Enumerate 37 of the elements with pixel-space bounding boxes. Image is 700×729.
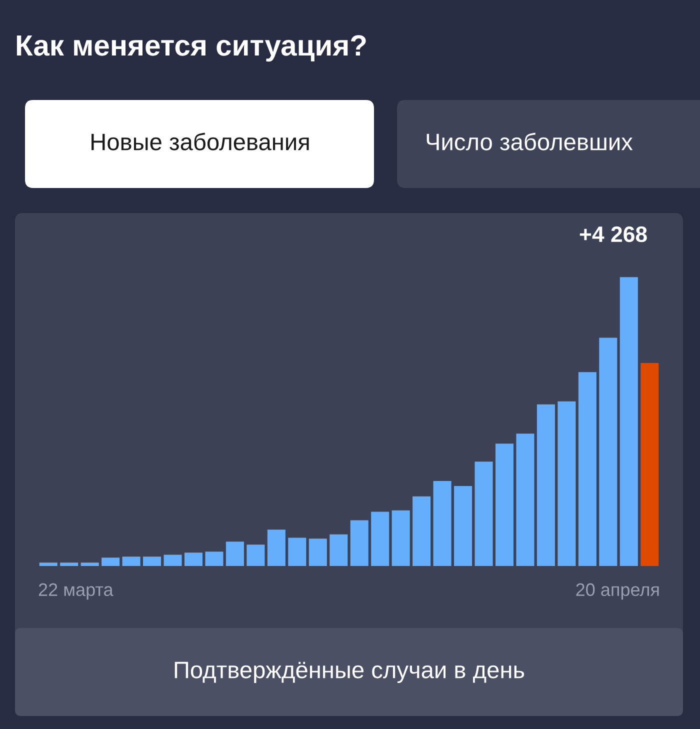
- bar: [205, 552, 224, 566]
- bar: [39, 562, 58, 566]
- bar: [184, 552, 203, 566]
- bar: [558, 401, 576, 566]
- bar: [246, 544, 265, 566]
- bar: [350, 520, 368, 566]
- bar: [330, 534, 348, 566]
- bar: [495, 444, 514, 566]
- bar: [536, 404, 555, 566]
- bar: [620, 277, 638, 566]
- text: 20 апреля: [576, 583, 659, 600]
- text: Число заболевших: [426, 132, 633, 150]
- bar: [308, 538, 327, 566]
- bar: [102, 558, 120, 566]
- bar: [267, 530, 286, 566]
- bar: [80, 562, 99, 566]
- data-label: +4 268: [580, 226, 647, 242]
- bar: [433, 481, 452, 566]
- bar: [599, 338, 618, 566]
- bar: [392, 510, 410, 566]
- text: Новые заболевания: [92, 132, 309, 150]
- text: 22 марта: [38, 583, 114, 600]
- bar: [164, 554, 182, 566]
- bar: [226, 542, 244, 566]
- bar: [454, 486, 472, 566]
- bar: [640, 363, 659, 566]
- bar: [412, 496, 431, 566]
- bar: [288, 538, 306, 566]
- bar: [474, 462, 493, 566]
- bar: [143, 556, 162, 566]
- bar: [60, 562, 78, 566]
- bar: [578, 372, 596, 566]
- bar: [516, 434, 534, 566]
- bar: [371, 512, 390, 566]
- chart-title: Как меняется ситуация?: [16, 35, 366, 62]
- bar: [122, 556, 140, 566]
- text: Подтверждённые случаи в день: [174, 662, 524, 684]
